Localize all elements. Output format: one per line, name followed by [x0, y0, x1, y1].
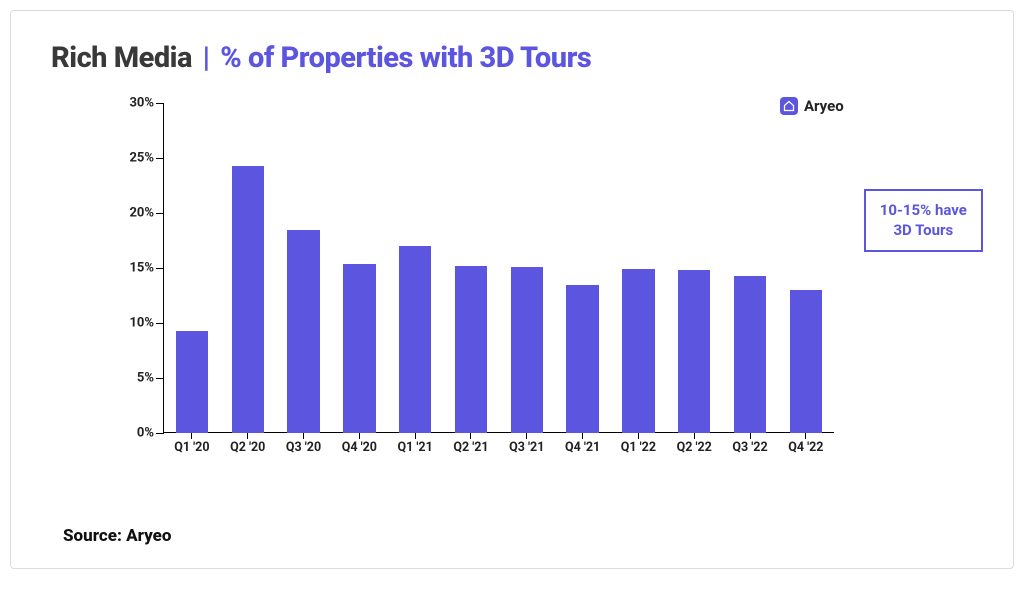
x-tick: [470, 433, 471, 439]
plot-area: Q1 '20Q2 '20Q3 '20Q4 '20Q1 '21Q2 '21Q3 '…: [163, 103, 834, 433]
x-axis-label: Q1 '22: [621, 440, 656, 455]
callout-line-2: 3D Tours: [872, 221, 975, 241]
bar: [343, 264, 375, 433]
bar: [399, 246, 431, 433]
bar-slot: Q3 '20: [276, 103, 332, 433]
x-tick: [247, 433, 248, 439]
title-right: % of Properties with 3D Tours: [220, 41, 591, 75]
callout-box: 10-15% have 3D Tours: [864, 189, 983, 252]
callout-line-1: 10-15% have: [872, 201, 975, 221]
y-axis-label: 25%: [114, 151, 154, 166]
x-axis-label: Q1 '20: [174, 440, 209, 455]
x-axis-label: Q2 '21: [453, 440, 488, 455]
x-tick: [694, 433, 695, 439]
bar-slot: Q3 '21: [499, 103, 555, 433]
x-axis-label: Q2 '20: [230, 440, 265, 455]
bar-slot: Q1 '22: [611, 103, 667, 433]
x-tick: [303, 433, 304, 439]
bar: [734, 276, 766, 433]
x-tick: [415, 433, 416, 439]
x-axis-label: Q4 '21: [565, 440, 600, 455]
bar-slot: Q1 '20: [164, 103, 220, 433]
x-axis-label: Q4 '22: [788, 440, 823, 455]
bar-slot: Q4 '22: [778, 103, 834, 433]
y-tick: [156, 378, 164, 379]
bar-slot: Q3 '22: [722, 103, 778, 433]
y-tick: [156, 268, 164, 269]
source-attribution: Source: Aryeo: [63, 526, 171, 546]
bar-slot: Q4 '21: [555, 103, 611, 433]
chart-card: Rich Media | % of Properties with 3D Tou…: [10, 10, 1014, 569]
y-axis-label: 5%: [114, 371, 154, 386]
bar: [176, 331, 208, 433]
bar: [455, 266, 487, 433]
bar: [678, 270, 710, 433]
bar: [232, 166, 264, 433]
bar-slot: Q4 '20: [331, 103, 387, 433]
title-separator: |: [199, 41, 214, 75]
bar-slot: Q1 '21: [387, 103, 443, 433]
y-axis-label: 10%: [114, 316, 154, 331]
bar: [566, 285, 598, 434]
bar: [287, 230, 319, 434]
y-axis-label: 30%: [114, 96, 154, 111]
x-tick: [582, 433, 583, 439]
title-left: Rich Media: [51, 41, 192, 75]
bar: [511, 267, 543, 433]
y-tick: [156, 103, 164, 104]
y-axis-label: 0%: [114, 426, 154, 441]
bars-container: Q1 '20Q2 '20Q3 '20Q4 '20Q1 '21Q2 '21Q3 '…: [164, 103, 834, 433]
x-tick: [191, 433, 192, 439]
y-tick: [156, 323, 164, 324]
x-tick: [526, 433, 527, 439]
x-tick: [805, 433, 806, 439]
chart-title: Rich Media | % of Properties with 3D Tou…: [51, 41, 983, 75]
y-tick: [156, 213, 164, 214]
y-tick: [156, 158, 164, 159]
x-tick: [750, 433, 751, 439]
y-axis-label: 15%: [114, 261, 154, 276]
y-axis-label: 20%: [114, 206, 154, 221]
x-axis-label: Q2 '22: [677, 440, 712, 455]
y-tick: [156, 433, 164, 434]
bar: [790, 290, 822, 433]
bar-slot: Q2 '22: [666, 103, 722, 433]
x-axis-label: Q3 '21: [509, 440, 544, 455]
bar-chart: Aryeo Q1 '20Q2 '20Q3 '20Q4 '20Q1 '21Q2 '…: [111, 93, 844, 473]
chart-row: Aryeo Q1 '20Q2 '20Q3 '20Q4 '20Q1 '21Q2 '…: [51, 93, 983, 473]
bar: [622, 269, 654, 433]
x-axis-label: Q4 '20: [342, 440, 377, 455]
x-tick: [359, 433, 360, 439]
x-axis-label: Q3 '22: [732, 440, 767, 455]
x-axis-label: Q1 '21: [398, 440, 433, 455]
x-tick: [638, 433, 639, 439]
bar-slot: Q2 '21: [443, 103, 499, 433]
x-axis-label: Q3 '20: [286, 440, 321, 455]
bar-slot: Q2 '20: [220, 103, 276, 433]
